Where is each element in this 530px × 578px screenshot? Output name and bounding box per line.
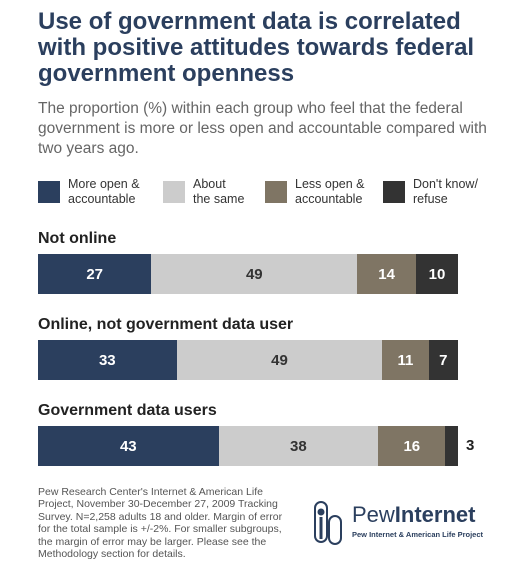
bar-segment-gov-data-users-same: 38 (218, 426, 379, 466)
legend-swatch-dont-know (383, 181, 405, 203)
legend-swatch-less-open (265, 181, 287, 203)
logo-brand-second: Internet (394, 502, 476, 527)
logo-tagline: Pew Internet & American Life Project (352, 530, 484, 539)
legend-item-less-open: Less open & accountable (265, 177, 365, 207)
bar-segment-not-online-less-open: 14 (357, 254, 416, 294)
bar-gov-data-users: 43 38 16 3 (38, 426, 474, 466)
bar-segment-not-online-dont-know: 10 (416, 254, 458, 294)
legend-item-more-open: More open & accountable (38, 177, 140, 207)
legend-label-more-open: More open & accountable (68, 177, 140, 206)
bar-segment-online-not-user-same: 49 (176, 340, 383, 380)
bar-segment-gov-data-users-dont-know (445, 426, 458, 466)
group-label-online-not-user: Online, not government data user (38, 316, 294, 333)
legend-item-same: About the same (163, 177, 244, 207)
group-label-gov-data-users: Government data users (38, 402, 217, 419)
pew-logo-icon (314, 501, 342, 545)
bar-segment-gov-data-users-more-open: 43 (38, 426, 219, 466)
legend-label-dont-know: Don't know/ refuse (413, 177, 478, 206)
bar-segment-online-not-user-less-open: 11 (382, 340, 429, 380)
bar-segment-online-not-user-more-open: 33 (38, 340, 177, 380)
group-label-not-online: Not online (38, 230, 117, 247)
bar-not-online: 27 49 14 10 (38, 254, 458, 294)
legend-label-same: About the same (193, 177, 245, 206)
bar-segment-not-online-more-open: 27 (38, 254, 152, 294)
logo-brand-text: PewInternet (352, 502, 475, 528)
legend-swatch-more-open (38, 181, 60, 203)
legend-item-dont-know: Don't know/ refuse (383, 177, 478, 207)
bar-value-label-gov-data-users-dont-know: 3 (466, 437, 475, 454)
bar-segment-online-not-user-dont-know: 7 (428, 340, 458, 380)
legend-swatch-same (163, 181, 185, 203)
logo-brand-first: Pew (352, 502, 395, 527)
chart-subtitle: The proportion (%) within each group who… (38, 100, 487, 157)
legend-label-less-open: Less open & accountable (295, 177, 365, 206)
bar-online-not-user: 33 49 11 7 (38, 340, 458, 380)
bar-segment-gov-data-users-less-open: 16 (378, 426, 446, 466)
source-note: Pew Research Center's Internet & America… (38, 486, 283, 561)
chart-title: Use of government data is correlated wit… (38, 8, 475, 87)
bar-segment-not-online-same: 49 (151, 254, 358, 294)
pew-internet-logo: PewInternet Pew Internet & American Life… (312, 498, 512, 548)
